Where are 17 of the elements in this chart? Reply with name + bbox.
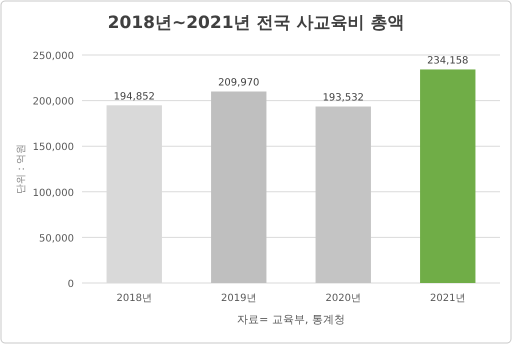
chart-title: 2018년~2021년 전국 사교육비 총액 bbox=[108, 13, 404, 33]
y-tick-label: 100,000 bbox=[32, 188, 74, 199]
y-tick-label: 150,000 bbox=[32, 142, 74, 154]
x-tick-label: 2020년 bbox=[326, 293, 361, 304]
y-tick-label: 200,000 bbox=[32, 96, 74, 108]
text: 자료= 교육부, 통계청 bbox=[237, 313, 345, 326]
x-tick-label: 2018년 bbox=[116, 293, 152, 304]
data-label: 194,852 bbox=[114, 91, 155, 102]
y-tick-label: 250,000 bbox=[32, 51, 74, 62]
x-tick-label: 2021년 bbox=[430, 293, 466, 304]
data-label: 234,158 bbox=[427, 55, 468, 66]
y-tick-label: 0 bbox=[68, 279, 74, 290]
y-tick-label: 50,000 bbox=[39, 233, 74, 244]
x-tick-label: 2019년 bbox=[221, 293, 256, 304]
y-axis-title: 단위 : 억원 bbox=[16, 144, 27, 194]
data-label: 193,532 bbox=[322, 92, 364, 104]
data-label: 209,970 bbox=[218, 78, 260, 89]
